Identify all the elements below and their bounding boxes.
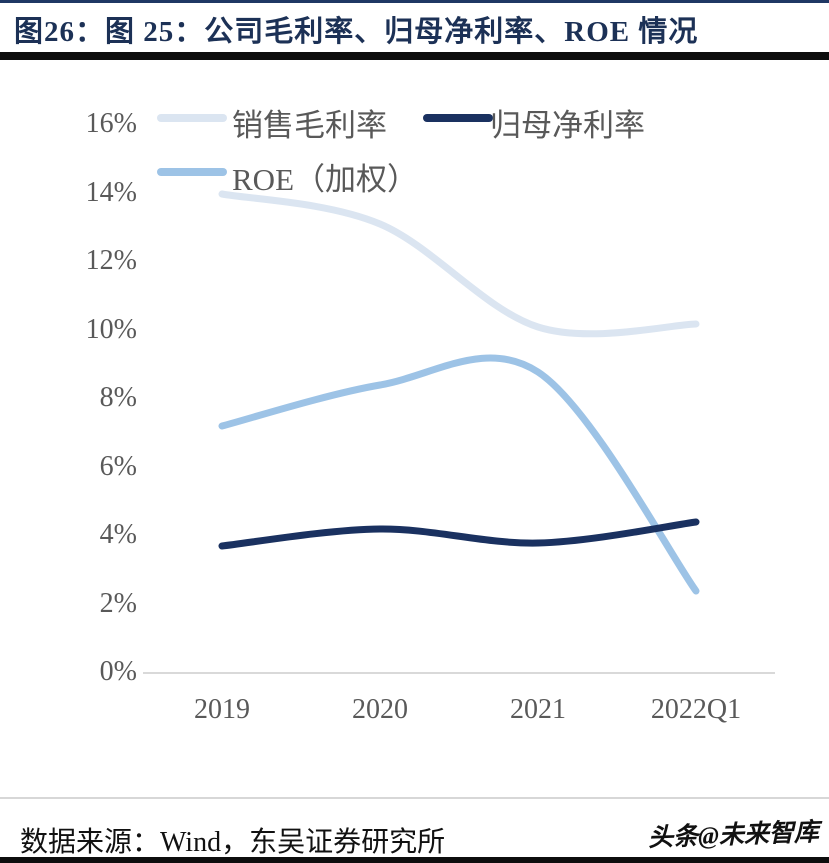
x-axis-label: 2022Q1 <box>650 694 742 725</box>
chart-series-group <box>218 190 700 595</box>
bottom-border-rule <box>0 857 829 863</box>
legend-label-gross-margin: 销售毛利率 <box>232 108 387 143</box>
top-border-rule <box>0 0 829 3</box>
y-axis-label: 16% <box>85 108 137 139</box>
y-axis-label: 2% <box>99 587 137 619</box>
legend-swatch-gross-margin <box>157 114 227 122</box>
legend-label-roe: ROE（加权） <box>232 162 418 197</box>
y-axis-label: 14% <box>85 176 137 208</box>
legend-swatch-roe <box>157 168 227 176</box>
series-line-1 <box>218 518 700 550</box>
y-axis-label: 6% <box>99 450 137 482</box>
x-axis-label: 2020 <box>352 694 408 725</box>
data-source-text: 数据来源：Wind，东吴证券研究所 <box>20 827 446 858</box>
legend-swatch-net-margin <box>423 114 493 122</box>
footer-divider-rule <box>0 797 829 799</box>
y-axis-label: 4% <box>99 519 137 550</box>
x-axis-label: 2019 <box>194 694 250 725</box>
x-axis-label: 2021 <box>510 694 566 725</box>
legend-label-net-margin: 归母净利率 <box>490 108 645 143</box>
y-axis-label: 12% <box>85 245 137 276</box>
y-axis-label: 10% <box>85 313 137 345</box>
watermark-text: 头条@未来智库 <box>647 819 820 852</box>
figure-title: 图26：图 25：公司毛利率、归母净利率、ROE 情况 <box>14 16 699 48</box>
title-divider-rule <box>0 52 829 60</box>
y-axis-label: 8% <box>99 382 137 413</box>
y-axis-label: 0% <box>99 656 137 687</box>
series-line-2 <box>218 354 700 595</box>
series-line-0 <box>218 190 700 338</box>
